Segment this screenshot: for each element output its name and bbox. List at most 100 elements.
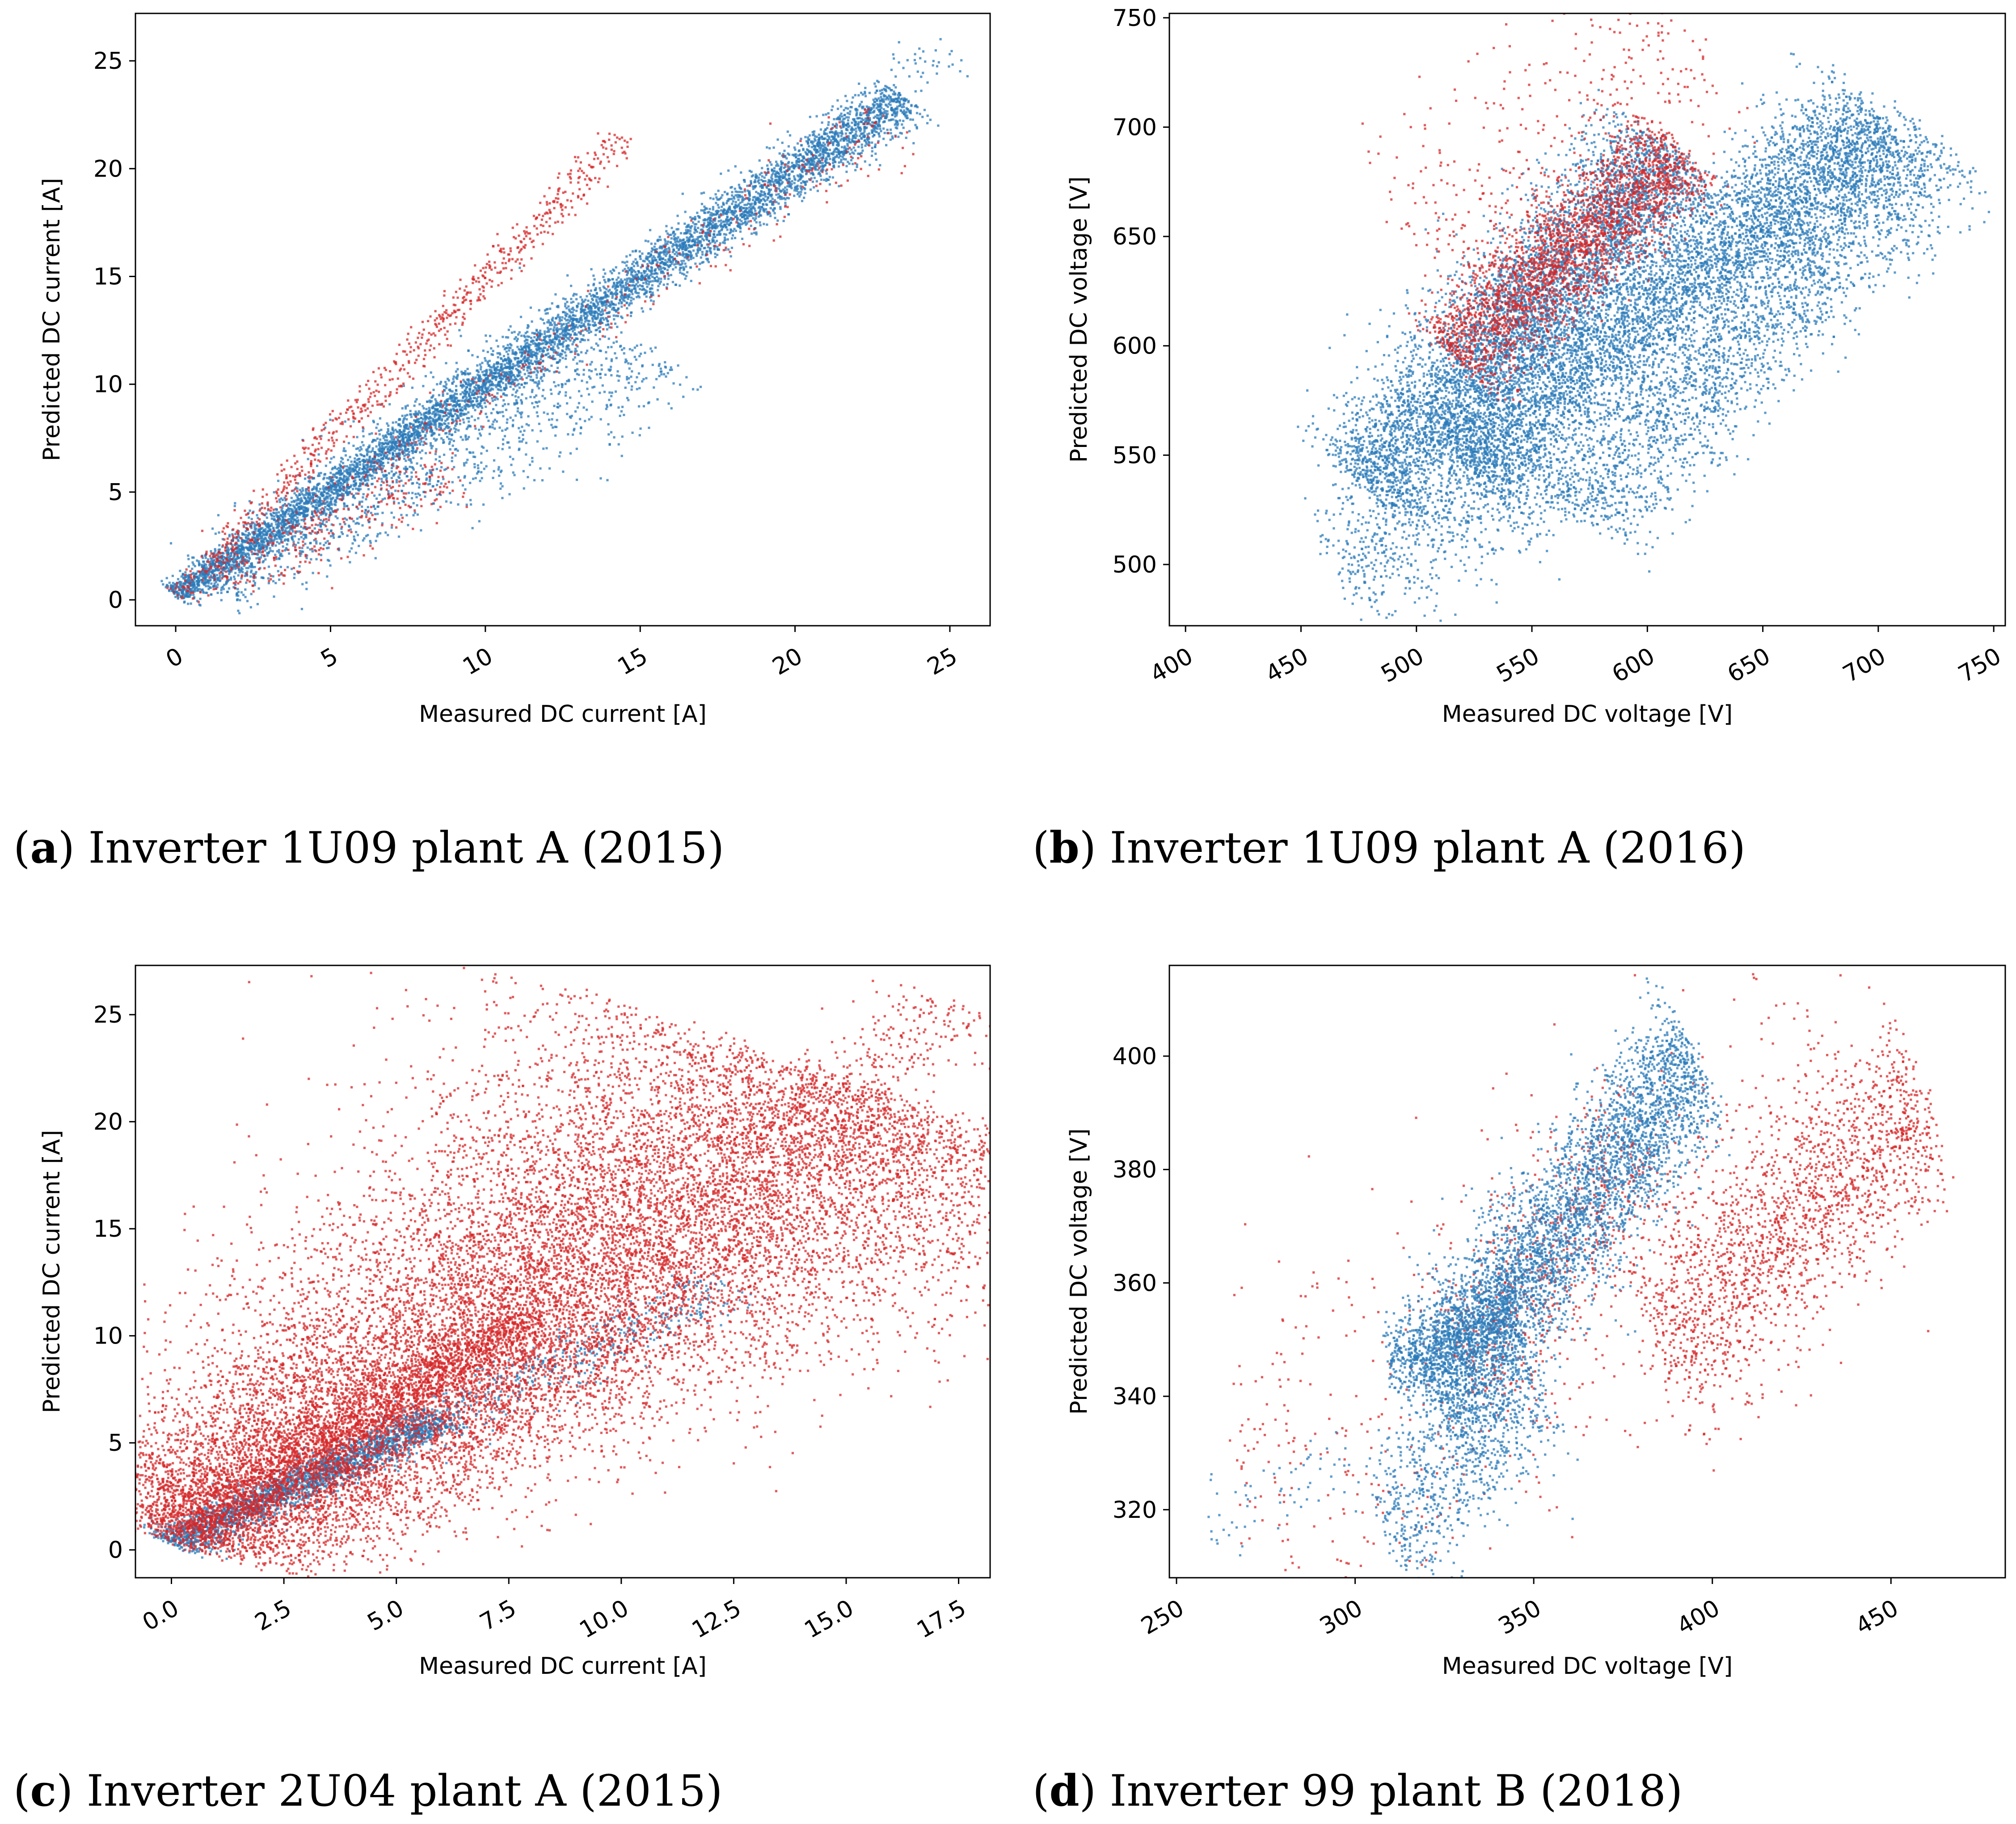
point [316, 509, 319, 512]
point [694, 262, 697, 265]
point [794, 148, 797, 151]
point [741, 200, 744, 203]
point [255, 557, 258, 560]
point [371, 468, 374, 471]
point [709, 219, 711, 222]
point [630, 284, 633, 287]
point [389, 440, 392, 442]
point [632, 275, 635, 278]
point [511, 351, 514, 354]
point [677, 249, 680, 252]
point [363, 467, 366, 470]
point [720, 173, 722, 175]
point [569, 316, 572, 318]
point [873, 128, 876, 131]
point [290, 522, 292, 524]
point [314, 508, 317, 510]
point [499, 353, 502, 356]
point [177, 596, 179, 599]
point [511, 381, 514, 383]
point [748, 213, 751, 215]
point [569, 324, 572, 327]
point [518, 386, 521, 389]
point [231, 544, 234, 547]
point [772, 172, 774, 175]
point [461, 386, 464, 389]
point [787, 167, 790, 169]
point [880, 106, 883, 109]
point [602, 316, 604, 320]
point [490, 380, 493, 383]
point [759, 185, 762, 188]
point [824, 137, 827, 140]
point [677, 222, 680, 225]
point [477, 374, 479, 376]
point [819, 143, 822, 146]
point [693, 218, 696, 221]
point [399, 443, 402, 447]
point [171, 574, 174, 577]
point [797, 154, 800, 157]
point [492, 375, 495, 377]
point [432, 394, 434, 397]
point [299, 501, 302, 504]
point [626, 294, 629, 297]
point [465, 404, 468, 407]
point [382, 452, 384, 455]
point [720, 229, 723, 232]
point [330, 457, 333, 460]
point [205, 563, 207, 566]
point [242, 524, 245, 527]
point [856, 135, 858, 137]
point [636, 261, 638, 263]
point [605, 303, 608, 305]
point [253, 525, 256, 528]
point [395, 421, 397, 424]
point [789, 134, 792, 137]
point [337, 492, 340, 495]
point [712, 221, 714, 223]
point [872, 135, 874, 138]
point [859, 112, 862, 114]
point [392, 437, 395, 440]
point [530, 337, 532, 339]
point [882, 111, 885, 114]
point [250, 548, 253, 551]
point [768, 179, 770, 181]
point [644, 289, 647, 291]
point [827, 140, 829, 143]
point [294, 514, 297, 517]
point [483, 370, 486, 373]
point [354, 487, 358, 490]
point [822, 152, 824, 156]
point [871, 150, 873, 153]
point [590, 295, 593, 297]
point [527, 356, 530, 359]
point [538, 336, 541, 338]
point [257, 533, 259, 536]
point [596, 312, 599, 314]
point [808, 166, 811, 168]
point [547, 329, 550, 331]
point [297, 519, 300, 522]
point [584, 320, 586, 323]
point [547, 335, 549, 337]
point [620, 284, 622, 287]
point [779, 195, 781, 198]
point [675, 260, 678, 263]
point [713, 226, 716, 229]
point [725, 218, 728, 221]
point [318, 490, 321, 493]
point [780, 196, 783, 198]
point [450, 428, 452, 431]
point [349, 464, 351, 467]
point [526, 339, 529, 341]
point [523, 386, 525, 388]
point [346, 489, 348, 492]
point [200, 589, 203, 591]
point [234, 567, 237, 570]
point [684, 211, 687, 213]
point [319, 488, 321, 490]
point [781, 181, 784, 184]
point [464, 390, 467, 392]
